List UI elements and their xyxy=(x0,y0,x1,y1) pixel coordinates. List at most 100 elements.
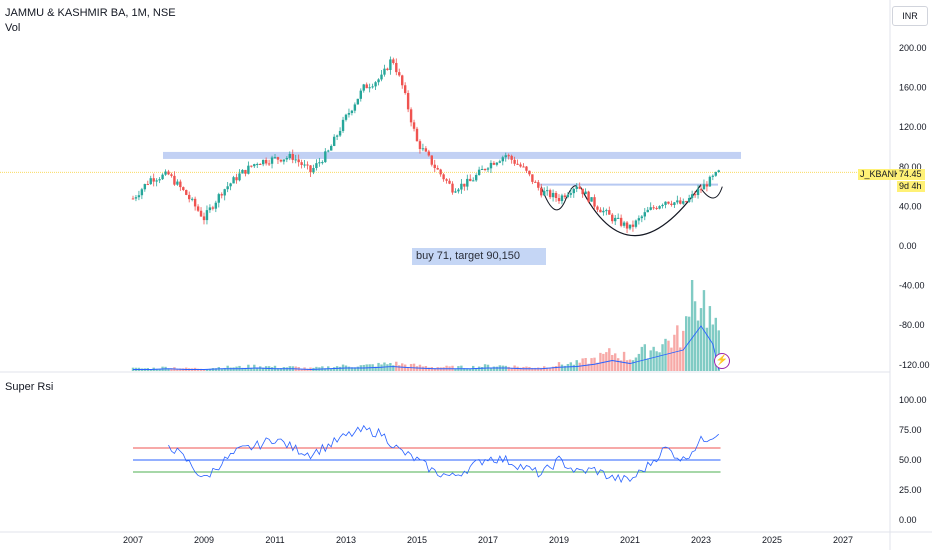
candle-body xyxy=(673,202,676,205)
candle-body xyxy=(495,162,499,165)
currency-button[interactable]: INR xyxy=(892,6,928,26)
candle-body xyxy=(608,210,611,215)
candle-body xyxy=(513,159,516,164)
volume-bar xyxy=(685,316,688,371)
volume-bar xyxy=(616,358,620,371)
candle-body xyxy=(602,210,605,213)
volume-bar xyxy=(548,367,552,371)
volume-bar xyxy=(652,346,655,371)
volume-bar xyxy=(208,368,212,371)
candle-body xyxy=(161,174,164,180)
candle-body xyxy=(696,189,700,196)
volume-bar xyxy=(661,344,664,371)
volume-bar xyxy=(495,366,499,371)
volume-bar xyxy=(608,348,611,371)
candle-body xyxy=(705,184,709,187)
rsi-axis-tick: 100.00 xyxy=(899,395,927,405)
candle-body xyxy=(146,184,149,186)
candle-body xyxy=(699,189,703,191)
candle-body xyxy=(643,212,646,217)
candle-body xyxy=(330,145,333,151)
candle-body xyxy=(291,154,294,160)
volume-bar xyxy=(682,330,685,371)
volume-bar xyxy=(300,368,303,371)
rsi-axis-tick: 0.00 xyxy=(899,515,917,525)
volume-bar xyxy=(427,367,431,371)
volume-bar xyxy=(492,366,496,371)
candle-body xyxy=(566,194,570,198)
volume-bar xyxy=(421,366,425,371)
volume-bar xyxy=(356,366,360,371)
candle-body xyxy=(398,72,401,76)
candle-body xyxy=(433,164,436,169)
price-axis-tick: 160.00 xyxy=(899,83,927,93)
candle-body xyxy=(614,217,617,222)
candle-body xyxy=(256,163,259,165)
candle-body xyxy=(170,174,173,176)
volume-bar xyxy=(250,367,253,371)
candle-body xyxy=(353,104,357,111)
candle-body xyxy=(619,217,623,226)
volume-bar xyxy=(507,366,510,371)
volume-bar xyxy=(705,327,709,371)
rsi-panel-title: Super Rsi xyxy=(5,381,54,393)
candle-body xyxy=(164,171,167,175)
candle-body xyxy=(241,169,244,174)
volume-bar xyxy=(540,367,543,371)
volume-bar xyxy=(655,351,658,371)
volume-bar xyxy=(158,368,161,371)
volume-bar xyxy=(338,366,342,371)
candle-body xyxy=(188,194,191,200)
candle-body xyxy=(717,170,720,173)
price-axis-tick: -120.00 xyxy=(899,360,930,370)
candle-body xyxy=(569,193,573,195)
candle-body xyxy=(226,186,229,190)
volume-bar xyxy=(551,366,555,371)
lightning-icon[interactable]: ⚡ xyxy=(714,353,730,369)
time-axis-tick: 2019 xyxy=(549,535,569,545)
candle-body xyxy=(335,135,339,137)
candle-body xyxy=(670,203,673,205)
volume-bar xyxy=(575,360,578,371)
candle-body xyxy=(202,216,206,221)
candle-body xyxy=(176,181,179,185)
candle-body xyxy=(679,200,682,204)
candle-body xyxy=(344,114,348,120)
candle-body xyxy=(714,172,717,176)
volume-bar xyxy=(332,367,336,371)
candle-body xyxy=(436,168,439,170)
candle-body xyxy=(362,84,365,91)
candle-body xyxy=(356,98,360,105)
candle-body xyxy=(451,183,454,193)
candle-body xyxy=(238,173,241,181)
candle-body xyxy=(152,178,155,182)
candle-body xyxy=(294,159,297,161)
candle-body xyxy=(140,189,144,196)
candle-body xyxy=(424,148,428,152)
volume-bar xyxy=(330,368,333,371)
candle-body xyxy=(309,165,312,173)
time-axis-tick: 2021 xyxy=(620,535,640,545)
candle-body xyxy=(327,150,330,152)
price-axis-tick: 120.00 xyxy=(899,122,927,132)
volume-bar xyxy=(708,306,712,371)
candle-body xyxy=(516,163,519,165)
symbol-title: JAMMU & KASHMIR BA, 1M, NSE xyxy=(5,7,176,19)
candle-body xyxy=(324,151,327,163)
annotation-box[interactable]: buy 71, target 90,150 xyxy=(412,248,546,265)
candle-body xyxy=(427,151,431,156)
candle-body xyxy=(545,190,549,192)
candle-body xyxy=(599,209,602,213)
candle-body xyxy=(575,186,578,189)
volume-bar xyxy=(658,352,661,371)
volume-bar xyxy=(155,368,158,371)
time-axis-tick: 2015 xyxy=(407,535,427,545)
volume-bar xyxy=(276,368,280,371)
candle-body xyxy=(285,158,289,160)
candle-body xyxy=(522,166,525,168)
candle-body xyxy=(297,159,300,163)
candle-body xyxy=(676,200,679,203)
volume-bar xyxy=(646,358,649,371)
price-axis-tick: 200.00 xyxy=(899,43,927,53)
